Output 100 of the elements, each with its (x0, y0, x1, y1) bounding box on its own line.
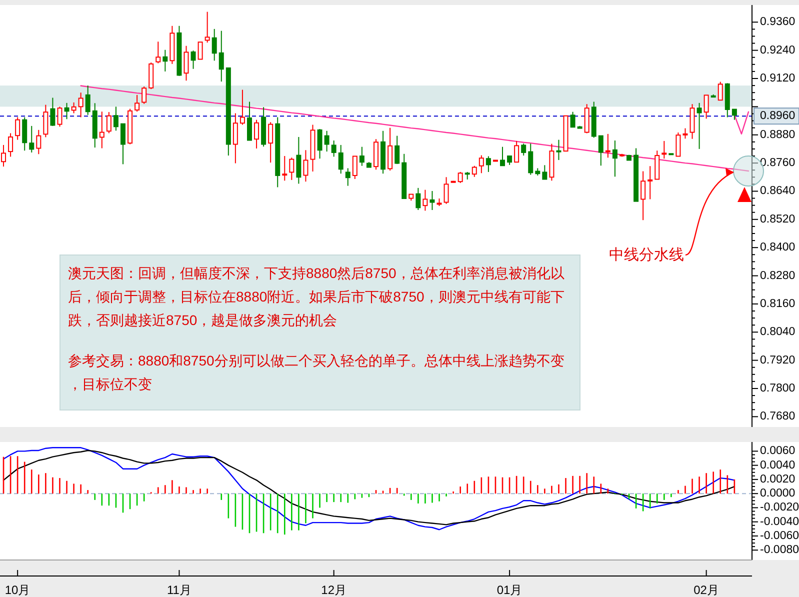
candlestick (338, 144, 344, 174)
annotation: 中线分水线 (608, 246, 684, 264)
y-tick-label: -0.0080 (760, 544, 799, 556)
y-tick-label: 0.7680 (760, 410, 796, 423)
candlestick (240, 89, 245, 126)
candlestick (478, 154, 484, 174)
candlestick (718, 81, 723, 101)
candlestick (682, 128, 688, 140)
candlestick (514, 140, 520, 163)
candlestick (22, 116, 28, 152)
annotation: 澳元天图：回调，但幅度不深，下支持8880然后8750，总体在利率消息被消化以后，倾向于调整，目标位在8880附近。如果后市下破8750，则澳元中线有可能下跌，否则越接近8750，越是做多澳元的机会 (68, 265, 564, 328)
candlestick (15, 116, 20, 140)
y-tick-label: 0.8880 (760, 128, 796, 141)
y-tick-label: -0.0040 (760, 516, 799, 528)
candlestick (352, 156, 358, 180)
candlestick (29, 125, 34, 153)
y-tick-label: 0.8040 (760, 326, 796, 338)
candlestick (416, 187, 421, 211)
candlestick (732, 108, 737, 120)
candlestick (598, 135, 604, 166)
candlestick (317, 128, 322, 160)
candlestick (570, 111, 576, 128)
candlestick (345, 168, 350, 186)
candlestick (113, 106, 118, 132)
y-tick-label: 0.0060 (760, 445, 796, 458)
candlestick (36, 129, 42, 155)
candlestick (289, 157, 294, 180)
candlestick (296, 136, 302, 184)
x-tick-label: 11月 (166, 583, 192, 597)
candlestick (204, 11, 210, 44)
candlestick (612, 140, 618, 178)
y-tick-label: 0.7920 (760, 354, 796, 366)
candlestick (542, 164, 548, 180)
candlestick (422, 189, 428, 212)
y-tick-label: -0.0020 (760, 502, 799, 514)
candlestick (198, 42, 203, 60)
y-tick-label: 0.0000 (760, 488, 796, 500)
candlestick (654, 150, 660, 180)
candlestick (359, 146, 364, 166)
candlestick (99, 111, 104, 149)
candlestick (142, 86, 147, 104)
candlestick (212, 28, 217, 62)
candlestick (696, 102, 702, 150)
y-tick-label: 0.9120 (760, 72, 796, 85)
candlestick (282, 156, 288, 182)
y-tick-label: 0.8760 (760, 157, 796, 170)
candlestick (190, 50, 196, 70)
annotation: 参考交易：8880和8750分别可以做二个买入轻仓的单子。总体中线上涨趋势不变，目标位不变 (68, 352, 564, 392)
candlestick (156, 41, 161, 64)
candlestick (331, 140, 336, 158)
candlestick (388, 127, 393, 172)
candlestick (246, 101, 252, 141)
candlestick (184, 45, 189, 82)
candlestick (430, 190, 435, 211)
candlestick (394, 135, 400, 164)
y-tick-label: 0.8160 (760, 298, 796, 310)
candlestick (50, 97, 56, 126)
candlestick (148, 62, 154, 90)
candlestick (254, 119, 260, 149)
y-tick-label: 0.0020 (760, 473, 796, 486)
candlestick (120, 123, 126, 165)
candlestick (43, 104, 48, 138)
candlestick (218, 30, 224, 82)
candlestick (528, 143, 534, 176)
candlestick (324, 130, 330, 152)
y-tick-label: 0.9360 (760, 16, 796, 28)
candlestick (64, 102, 70, 120)
candlestick (605, 133, 610, 158)
candlestick (500, 146, 506, 166)
candlestick (472, 165, 477, 178)
candlestick (57, 106, 62, 128)
candlestick (662, 140, 667, 160)
candlestick (486, 156, 491, 172)
candlestick (71, 102, 76, 114)
candlestick (232, 112, 238, 164)
y-tick-label: 0.0040 (760, 459, 796, 472)
x-tick-label: 10月 (4, 583, 30, 597)
ref-line-label: 0.8960 (760, 110, 796, 122)
y-tick-label: 0.8400 (760, 242, 796, 254)
candlestick (134, 94, 140, 112)
candlestick (640, 170, 646, 221)
candlestick (106, 112, 112, 134)
y-tick-label: 0.9240 (760, 44, 796, 56)
y-tick-label: -0.0060 (760, 530, 799, 542)
candlestick (521, 143, 526, 156)
y-tick-label: 0.8280 (760, 270, 796, 282)
x-tick-label: 12月 (321, 583, 347, 597)
candlestick (268, 122, 274, 164)
y-tick-label: 0.8640 (760, 185, 796, 198)
candlestick (78, 92, 84, 118)
candlestick (8, 132, 14, 158)
candlestick (444, 176, 449, 204)
y-tick-label: 0.8520 (760, 213, 796, 226)
x-tick-label: 02月 (694, 583, 719, 597)
x-tick-label: 01月 (496, 583, 522, 597)
candlestick (303, 150, 308, 182)
candlestick (162, 49, 168, 72)
candlestick (648, 166, 653, 200)
candlestick (704, 94, 709, 120)
candlestick (85, 85, 90, 116)
